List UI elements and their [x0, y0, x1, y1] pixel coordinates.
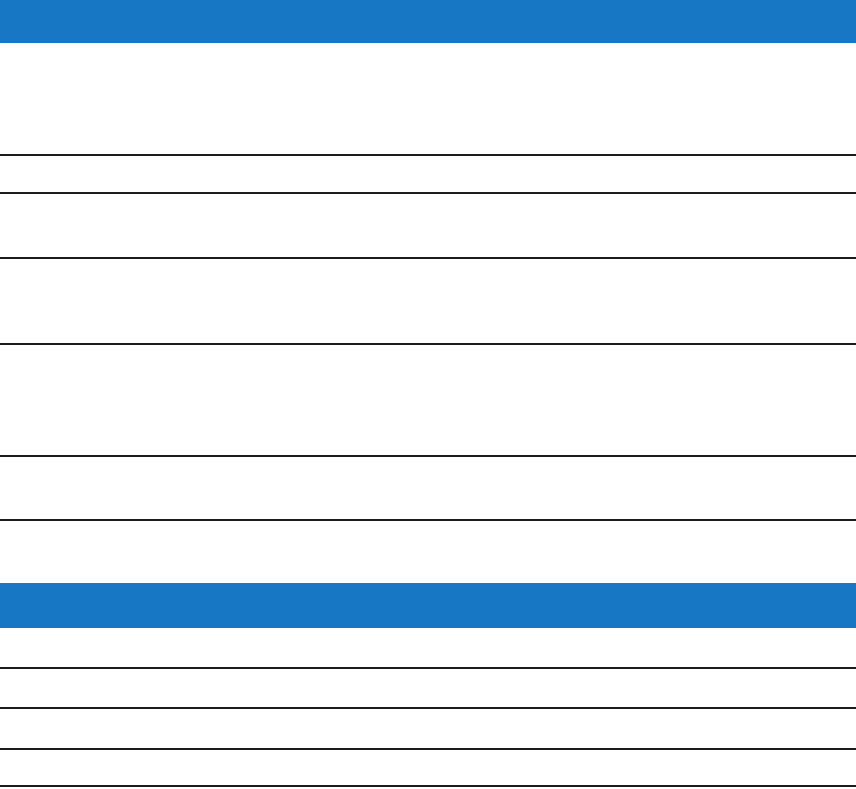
divider-line-4: [0, 343, 856, 345]
section-header-band-middle: [0, 583, 856, 628]
divider-line-5: [0, 455, 856, 457]
divider-line-7: [0, 667, 856, 669]
divider-line-8: [0, 707, 856, 709]
divider-line-6: [0, 519, 856, 521]
divider-line-3: [0, 257, 856, 259]
section-blank-area-1: [0, 43, 856, 154]
divider-line-1: [0, 154, 856, 156]
section-header-band-top: [0, 0, 856, 43]
divider-line-9: [0, 748, 856, 750]
divider-line-2: [0, 192, 856, 194]
divider-line-10: [0, 785, 856, 787]
